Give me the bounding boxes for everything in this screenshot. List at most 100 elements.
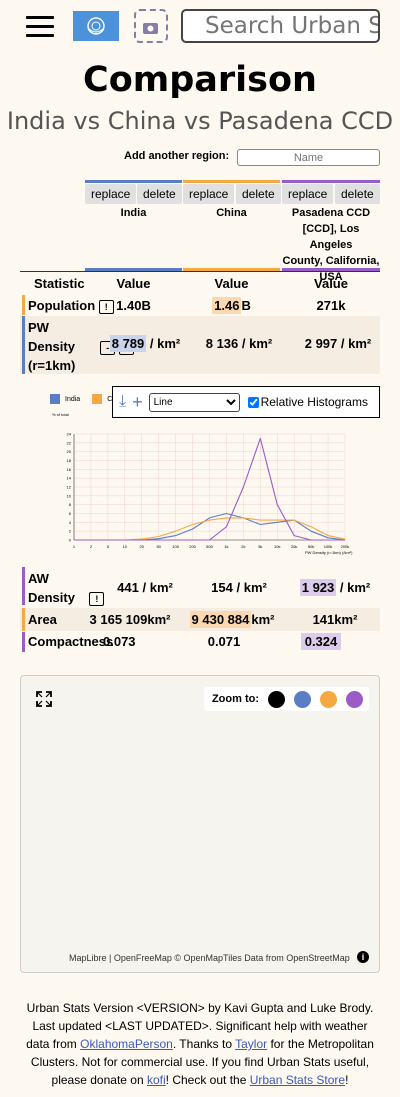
row-color-stripe — [22, 316, 25, 374]
column-color-bar — [282, 180, 380, 183]
stat-pw-density[interactable]: PW Density - ! (r=1km) — [28, 318, 134, 375]
value-cell: 271k — [316, 298, 346, 313]
info-icon[interactable]: i — [357, 951, 369, 963]
value-cell: 0.071 — [207, 634, 241, 649]
column-name-pasadena[interactable]: Pasadena CCD [CCD], Los Angeles County, Ca… — [282, 207, 380, 283]
column-name-india[interactable]: India — [120, 207, 147, 219]
link-kofi[interactable]: kofi — [146, 1073, 166, 1087]
value-cell: 8 136 / km² — [205, 336, 273, 351]
column-color-bar — [183, 268, 280, 271]
map[interactable]: Zoom to: MapLibre | OpenFreeMap © OpenMa… — [20, 675, 380, 973]
stat-aw-density[interactable]: AW Density ! — [28, 569, 105, 607]
y-tick-label: 4 — [69, 520, 72, 525]
header-statistic: Statistic — [34, 276, 85, 291]
histogram-type-select[interactable]: Line — [148, 392, 240, 412]
column-color-bar — [183, 180, 280, 183]
y-tick-label: 2 — [69, 529, 72, 534]
stat-compactness[interactable]: Compactness — [28, 634, 114, 649]
download-icon[interactable]: ⤓ — [119, 393, 127, 410]
fullscreen-icon[interactable] — [35, 690, 53, 708]
zoom-to-bar: Zoom to: — [203, 687, 369, 711]
x-tick-label: 5k — [258, 544, 262, 549]
value-cell: 0.324 — [282, 633, 360, 650]
replace-button[interactable]: replace — [85, 184, 137, 204]
stat-population[interactable]: Population ! — [28, 298, 114, 314]
add-icon[interactable]: + — [132, 391, 143, 412]
link-store[interactable]: Urban Stats Store — [249, 1073, 346, 1087]
x-tick-label: 200 — [189, 544, 196, 549]
y-tick-label: 20 — [67, 449, 72, 454]
column-color-bar — [85, 180, 182, 183]
info-icon[interactable]: ! — [89, 591, 105, 606]
zoom-india-button[interactable] — [294, 690, 311, 708]
replace-button[interactable]: replace — [282, 184, 334, 204]
delete-button[interactable]: delete — [236, 184, 281, 204]
row-color-stripe — [22, 567, 25, 605]
x-tick-label: 1k — [224, 544, 228, 549]
header-value: Value — [214, 276, 249, 291]
zoom-pasadena-button[interactable] — [346, 690, 363, 708]
value-cell: 1 923 / km² — [299, 579, 371, 596]
y-tick-label: 22 — [67, 440, 72, 445]
row-color-stripe — [22, 295, 25, 315]
stat-area[interactable]: Area — [28, 612, 57, 627]
delete-button[interactable]: delete — [335, 184, 380, 204]
x-tick-label: 1 — [73, 544, 76, 549]
value-cell: 3 165 109km² — [89, 612, 171, 627]
info-icon[interactable]: ! — [98, 299, 114, 314]
value-cell: 2 997 / km² — [304, 336, 372, 351]
link-oklahomaperson[interactable]: OklahomaPerson — [80, 1037, 173, 1051]
menu-button[interactable] — [26, 16, 54, 38]
y-tick-label: 8 — [69, 502, 72, 507]
value-cell: 154 / km² — [211, 580, 267, 595]
value-cell: 441 / km² — [117, 580, 173, 595]
zoom-china-button[interactable] — [320, 690, 337, 708]
row-color-stripe — [22, 608, 25, 631]
y-tick-label: 18 — [67, 458, 72, 463]
row-background — [20, 316, 380, 374]
column-color-bar — [85, 268, 182, 271]
x-tick-label: 100 — [172, 544, 179, 549]
zoom-all-button[interactable] — [268, 690, 285, 708]
value-cell: 9 430 884 km² — [189, 611, 275, 628]
column-name-china[interactable]: China — [216, 207, 247, 219]
map-attribution[interactable]: MapLibre | OpenFreeMap © OpenMapTiles Da… — [69, 953, 350, 963]
link-taylor[interactable]: Taylor — [235, 1037, 268, 1051]
histogram-panel: India China % of total ⤓ + Line Relative… — [20, 374, 380, 564]
x-tick-label: 100k — [324, 544, 333, 549]
series-line-2 — [74, 437, 345, 541]
add-region-label: Add another region: — [124, 150, 230, 162]
header-value: Value — [116, 276, 151, 291]
delete-button[interactable]: delete — [137, 184, 182, 204]
page-title: Comparison — [83, 60, 317, 100]
value-cell: 0.073 — [103, 634, 136, 649]
zoom-to-label: Zoom to: — [211, 693, 259, 705]
x-tick-label: 5 — [107, 544, 110, 549]
value-cell: 141km² — [312, 612, 358, 627]
x-tick-label: 20k — [291, 544, 297, 549]
x-tick-label: 2k — [241, 544, 245, 549]
y-tick-label: 14 — [67, 476, 72, 481]
header-divider — [20, 271, 380, 272]
x-tick-label: 10 — [123, 544, 128, 549]
search-input[interactable] — [181, 9, 380, 43]
footer: Urban Stats Version <VERSION> by Kavi Gu… — [26, 1001, 374, 1087]
un-flag-icon[interactable] — [73, 11, 119, 41]
y-tick-label: 24 — [67, 432, 72, 437]
add-region-input[interactable] — [237, 149, 380, 166]
y-tick-label: 0 — [69, 538, 72, 543]
y-tick-label: 6 — [69, 511, 72, 516]
replace-button[interactable]: replace — [183, 184, 235, 204]
x-tick-label: 20 — [140, 544, 145, 549]
histogram-controls: ⤓ + Line Relative Histograms — [112, 386, 380, 418]
relative-histograms-checkbox[interactable] — [247, 396, 259, 408]
page-subtitle: India vs China vs Pasadena CCD — [6, 107, 394, 135]
x-tick-label: 10k — [274, 544, 280, 549]
value-cell: 8 789 / km² — [109, 335, 181, 352]
y-tick-label: 10 — [67, 493, 72, 498]
header-value: Value — [314, 276, 348, 291]
histogram-ylabel: % of total — [52, 412, 69, 417]
y-tick-label: 16 — [67, 467, 72, 472]
screenshot-icon[interactable] — [134, 9, 168, 43]
